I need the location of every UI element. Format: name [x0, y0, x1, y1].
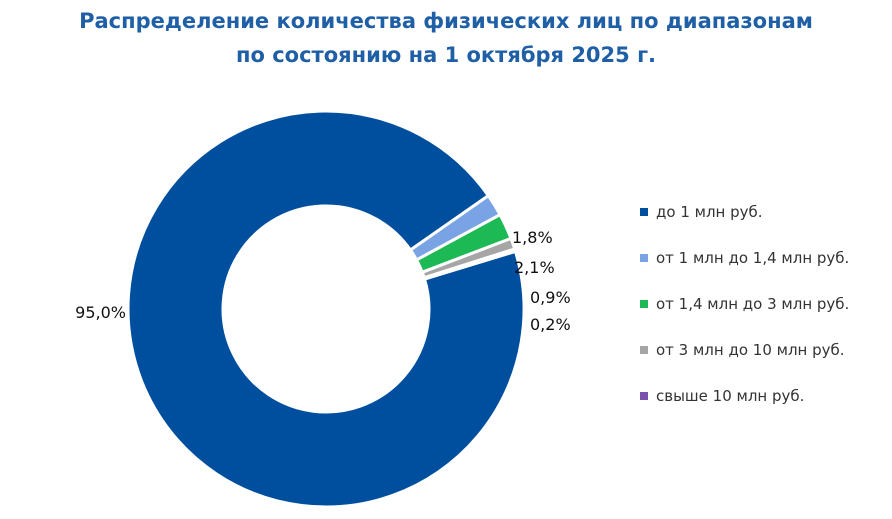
legend-label-5: свыше 10 млн руб. [656, 387, 805, 405]
legend-label-4: от 3 млн до 10 млн руб. [656, 341, 845, 359]
legend-swatch-4 [640, 346, 648, 354]
legend-swatch-2 [640, 254, 648, 262]
donut-slices [126, 109, 526, 509]
legend-swatch-5 [640, 392, 648, 400]
chart-title: Распределение количества физических лиц … [0, 4, 892, 72]
data-label-4: 0,9% [530, 288, 571, 307]
legend-item-4: от 3 млн до 10 млн руб. [640, 338, 849, 362]
legend-label-1: до 1 млн руб. [656, 203, 763, 221]
chart-title-line-2: по состоянию на 1 октября 2025 г. [235, 43, 657, 67]
donut-slice-1 [126, 109, 526, 509]
data-label-2: 1,8% [512, 228, 553, 247]
data-label-3: 2,1% [514, 258, 555, 277]
legend-swatch-3 [640, 300, 648, 308]
legend-item-2: от 1 млн до 1,4 млн руб. [640, 246, 849, 270]
legend-item-5: свыше 10 млн руб. [640, 384, 849, 408]
chart-title-line-1: Распределение количества физических лиц … [79, 9, 813, 33]
legend-item-1: до 1 млн руб. [640, 200, 849, 224]
legend-label-2: от 1 млн до 1,4 млн руб. [656, 249, 850, 267]
data-labels: 95,0% 1,8% 2,1% 0,9% 0,2% [75, 228, 570, 334]
legend-swatch-1 [640, 208, 648, 216]
donut-slice-5 [422, 247, 518, 281]
chart-legend: до 1 млн руб. от 1 млн до 1,4 млн руб. от … [640, 200, 849, 430]
data-label-1: 95,0% [75, 303, 126, 322]
data-label-5: 0,2% [530, 315, 571, 334]
legend-item-3: от 1,4 млн до 3 млн руб. [640, 292, 849, 316]
legend-label-3: от 1,4 млн до 3 млн руб. [656, 295, 850, 313]
